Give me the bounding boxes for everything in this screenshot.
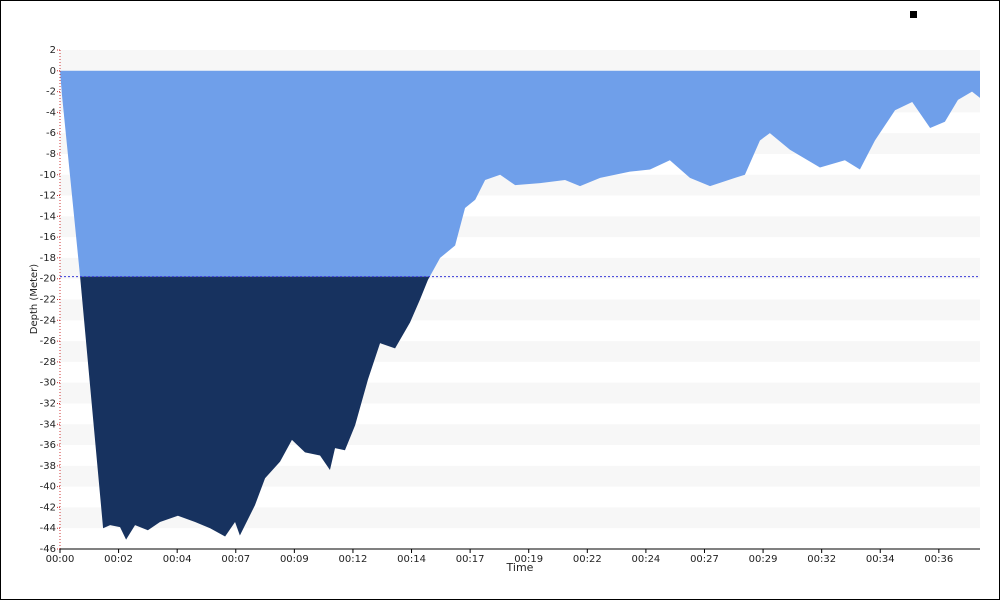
x-tick-label: 00:04	[163, 554, 192, 565]
x-tick-label: 00:00	[46, 554, 75, 565]
y-tick-label: -18	[40, 253, 56, 264]
y-tick-label: -44	[40, 523, 56, 534]
y-tick-label: -4	[46, 107, 56, 118]
grid-band	[60, 465, 980, 487]
y-tick-label: -34	[40, 419, 56, 430]
y-tick-label: -26	[40, 336, 56, 347]
y-tick-label: -46	[40, 544, 56, 555]
y-tick-label: -8	[46, 149, 56, 160]
y-tick-label: -32	[40, 398, 56, 409]
x-tick-label: 00:19	[514, 554, 543, 565]
x-tick-label: 00:29	[749, 554, 778, 565]
x-tick-label: 00:32	[807, 554, 836, 565]
y-tick-label: 2	[50, 45, 56, 56]
depth-area	[60, 70, 980, 277]
grid-band	[60, 50, 980, 71]
y-tick-label: -12	[40, 191, 56, 202]
x-tick-label: 00:24	[631, 554, 660, 565]
y-tick-label: -6	[46, 128, 56, 139]
x-tick-label: 00:27	[690, 554, 719, 565]
x-axis-label: Time	[506, 561, 534, 574]
y-tick-label: -42	[40, 502, 56, 513]
y-tick-label: -24	[40, 315, 56, 326]
x-tick-label: 00:12	[339, 554, 368, 565]
x-tick-label: 00:14	[397, 554, 426, 565]
grid-band	[60, 507, 980, 529]
x-tick-label: 00:34	[866, 554, 895, 565]
y-tick-label: -40	[40, 482, 56, 493]
x-tick-label: 00:07	[221, 554, 250, 565]
y-tick-label: -20	[40, 274, 56, 285]
x-tick-label: 00:17	[456, 554, 485, 565]
y-tick-label: -38	[40, 461, 56, 472]
x-tick-label: 00:02	[104, 554, 133, 565]
y-tick-label: 0	[50, 66, 56, 77]
x-tick-label: 00:36	[924, 554, 953, 565]
x-tick-label: 00:09	[280, 554, 309, 565]
y-tick-label: -10	[40, 170, 56, 181]
y-tick-label: -36	[40, 440, 56, 451]
y-tick-label: -30	[40, 378, 56, 389]
y-tick-label: -2	[46, 87, 56, 98]
y-tick-label: -28	[40, 357, 56, 368]
x-tick-label: 00:22	[573, 554, 602, 565]
y-axis-label: Depth (Meter)	[29, 264, 40, 335]
y-tick-label: -22	[40, 295, 56, 306]
depth-area-deep	[80, 276, 430, 540]
marker-icon	[910, 11, 917, 18]
y-tick-label: -16	[40, 232, 56, 243]
y-tick-label: -14	[40, 211, 56, 222]
